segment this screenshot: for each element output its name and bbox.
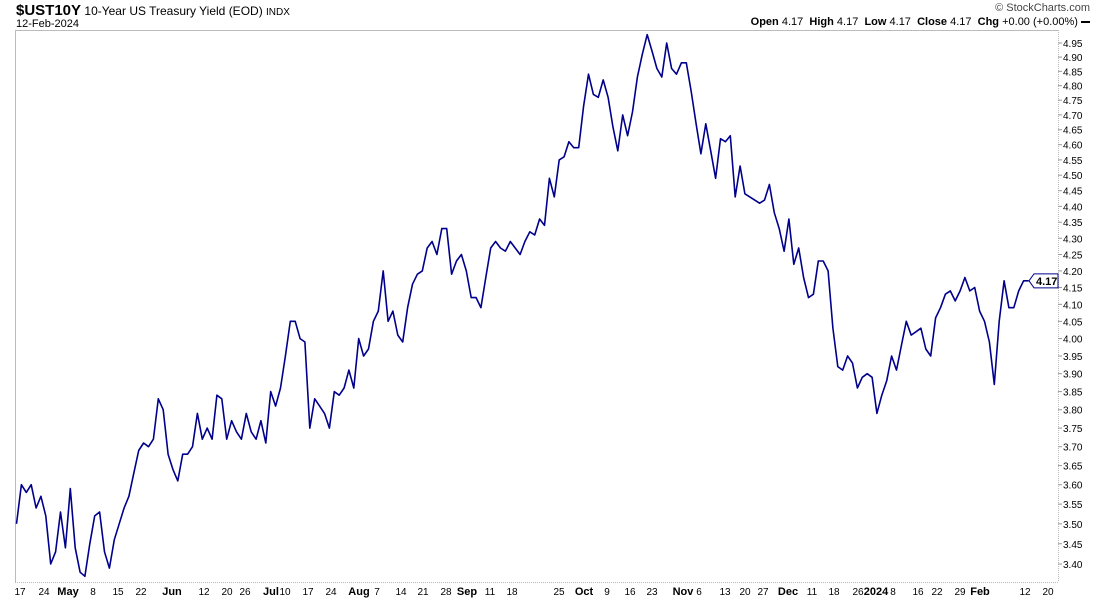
y-tick-label: 4.35 bbox=[1063, 218, 1083, 229]
x-tick-label: Dec bbox=[778, 586, 798, 598]
y-tick-label: 4.95 bbox=[1063, 39, 1083, 50]
x-tick-label: Feb bbox=[970, 586, 990, 598]
y-tick-label: 4.90 bbox=[1063, 53, 1083, 64]
y-tick-label: 4.40 bbox=[1063, 202, 1083, 213]
yield-line bbox=[15, 33, 1029, 578]
x-tick-label: 28 bbox=[440, 587, 452, 598]
x-tick-label: 7 bbox=[374, 587, 380, 598]
x-tick-label: 29 bbox=[954, 587, 966, 598]
x-tick-label: 26 bbox=[852, 587, 864, 598]
x-tick-label: 26 bbox=[239, 587, 251, 598]
x-tick-label: 8 bbox=[90, 587, 96, 598]
x-tick-label: Jun bbox=[162, 586, 182, 598]
y-tick-label: 4.60 bbox=[1063, 141, 1083, 152]
y-tick-label: 4.65 bbox=[1063, 126, 1083, 137]
y-tick-label: 4.70 bbox=[1063, 111, 1083, 122]
y-tick-label: 4.75 bbox=[1063, 96, 1083, 107]
y-tick-label: 4.00 bbox=[1063, 335, 1083, 346]
x-tick-label: 20 bbox=[221, 587, 233, 598]
y-tick-label: 3.50 bbox=[1063, 520, 1083, 531]
last-price-value: 4.17 bbox=[1036, 276, 1057, 288]
chart-date: 12-Feb-2024 bbox=[16, 18, 79, 30]
x-tick-label: 11 bbox=[807, 587, 818, 598]
x-tick-label: 20 bbox=[739, 587, 751, 598]
x-tick-label: 13 bbox=[719, 587, 731, 598]
y-tick-label: 3.90 bbox=[1063, 370, 1083, 381]
y-tick-label: 4.15 bbox=[1063, 284, 1083, 295]
x-tick-label: 15 bbox=[112, 587, 124, 598]
x-tick-label: Sep bbox=[457, 586, 477, 598]
open-value: 4.17 bbox=[781, 16, 804, 28]
y-tick-label: 3.70 bbox=[1063, 443, 1083, 454]
x-tick-label: 24 bbox=[325, 587, 337, 598]
y-tick-label: 3.55 bbox=[1063, 500, 1083, 511]
x-tick-label: 17 bbox=[14, 587, 26, 598]
low-label: Low bbox=[864, 16, 887, 28]
y-tick-label: 3.95 bbox=[1063, 352, 1083, 363]
x-tick-label: 22 bbox=[931, 587, 943, 598]
x-tick-label: Aug bbox=[348, 586, 369, 598]
y-tick-label: 4.25 bbox=[1063, 250, 1083, 261]
y-tick-label: 3.80 bbox=[1063, 406, 1083, 417]
y-tick-label: 3.40 bbox=[1063, 560, 1083, 571]
x-tick-label: 23 bbox=[646, 587, 658, 598]
y-tick-label: 3.75 bbox=[1063, 424, 1083, 435]
x-tick-label: 22 bbox=[135, 587, 147, 598]
x-tick-label: 20 bbox=[1042, 587, 1054, 598]
chart-title: $UST10Y 10-Year US Treasury Yield (EOD) … bbox=[16, 2, 290, 19]
chg-value: +0.00 (+0.00%) bbox=[1002, 16, 1078, 28]
y-tick-label: 4.10 bbox=[1063, 300, 1083, 311]
x-tick-label: 24 bbox=[38, 587, 50, 598]
legend-line-swatch bbox=[1081, 21, 1090, 24]
x-tick-label: 11 bbox=[485, 587, 496, 598]
x-tick-label: May bbox=[57, 586, 79, 598]
close-value: 4.17 bbox=[950, 16, 972, 28]
x-tick-label: Nov bbox=[673, 586, 695, 598]
high-label: High bbox=[809, 16, 834, 28]
x-tick-label: 2024 bbox=[864, 586, 889, 598]
low-value: 4.17 bbox=[889, 16, 911, 28]
y-tick-label: 4.80 bbox=[1063, 82, 1083, 93]
exchange: INDX bbox=[266, 7, 290, 18]
y-tick-label: 3.85 bbox=[1063, 388, 1083, 399]
y-tick-label: 3.65 bbox=[1063, 462, 1083, 473]
x-tick-label: 18 bbox=[506, 587, 518, 598]
y-tick-label: 3.60 bbox=[1063, 481, 1083, 492]
close-label: Close bbox=[917, 16, 948, 28]
last-price-badge: 4.17 bbox=[1028, 273, 1059, 289]
x-tick-label: 14 bbox=[395, 587, 407, 598]
y-tick-label: 3.45 bbox=[1063, 540, 1083, 551]
x-tick-label: 25 bbox=[553, 587, 565, 598]
x-tick-label: 6 bbox=[696, 587, 702, 598]
y-tick-label: 4.20 bbox=[1063, 267, 1083, 278]
x-tick-label: 9 bbox=[604, 587, 610, 598]
copyright: © StockCharts.com bbox=[995, 2, 1090, 14]
high-value: 4.17 bbox=[836, 16, 859, 28]
y-tick-label: 4.85 bbox=[1063, 67, 1083, 78]
ohlc-readout: Open 4.17 High 4.17 Low 4.17 Close 4.17 … bbox=[751, 16, 1090, 28]
x-tick-label: 10 bbox=[279, 587, 291, 598]
x-tick-label: 12 bbox=[1019, 587, 1031, 598]
x-tick-label: 21 bbox=[417, 587, 429, 598]
x-tick-label: Oct bbox=[575, 586, 594, 598]
x-tick-label: 18 bbox=[828, 587, 840, 598]
x-tick-label: 27 bbox=[757, 587, 769, 598]
y-tick-label: 4.45 bbox=[1063, 187, 1083, 198]
instrument-name: 10-Year US Treasury Yield (EOD) bbox=[84, 4, 263, 18]
y-tick-label: 4.55 bbox=[1063, 156, 1083, 167]
y-tick-label: 4.50 bbox=[1063, 171, 1083, 182]
symbol: $UST10Y bbox=[16, 2, 82, 19]
chg-label: Chg bbox=[977, 16, 1000, 28]
x-tick-label: 8 bbox=[890, 587, 896, 598]
x-tick-label: 12 bbox=[198, 587, 210, 598]
open-label: Open bbox=[750, 16, 779, 28]
x-tick-label: 17 bbox=[302, 587, 314, 598]
y-tick-label: 4.05 bbox=[1063, 317, 1083, 328]
x-tick-label: Jul bbox=[263, 586, 279, 598]
y-tick-label: 4.30 bbox=[1063, 234, 1083, 245]
x-tick-label: 16 bbox=[624, 587, 636, 598]
x-tick-label: 16 bbox=[912, 587, 924, 598]
